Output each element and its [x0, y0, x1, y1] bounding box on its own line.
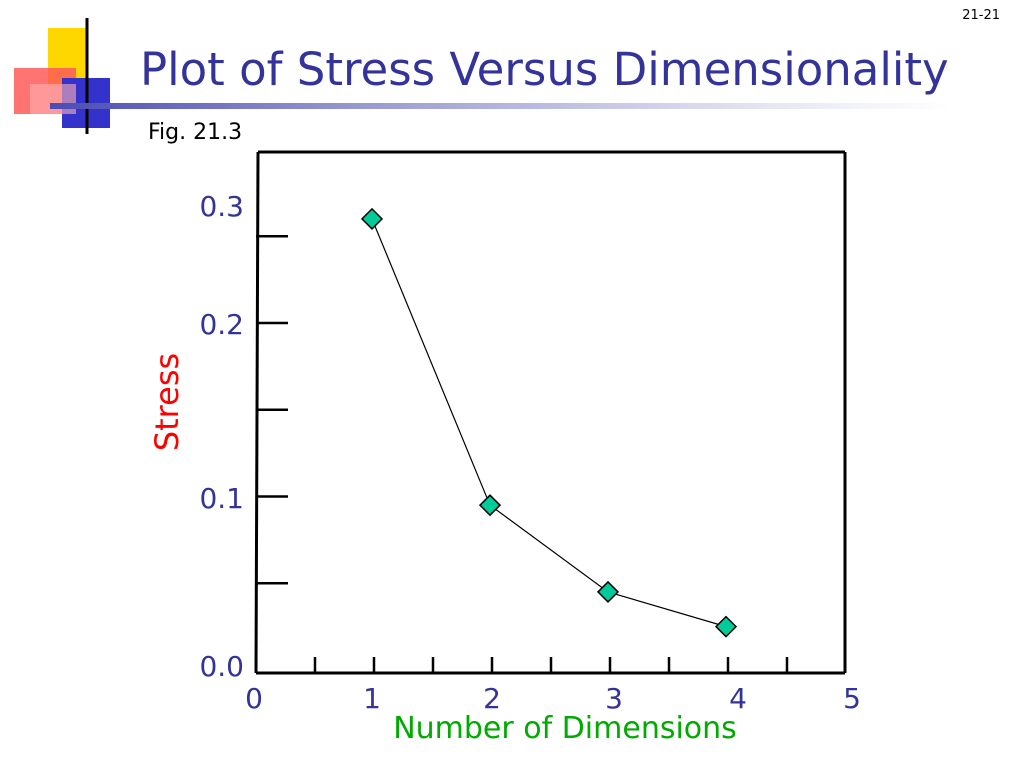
chart-series: [362, 209, 736, 637]
y-tick-label: 0.1: [199, 482, 244, 515]
chart-ticks: [256, 236, 787, 673]
x-axis-label: Number of Dimensions: [393, 711, 737, 746]
y-axis-line: [256, 152, 258, 673]
y-axis-label: Stress: [148, 353, 186, 451]
series-line: [372, 219, 726, 627]
data-point: [362, 209, 382, 229]
chart-axes: [256, 152, 845, 673]
x-tick-label: 0: [245, 682, 263, 715]
stress-chart: 0.00.10.20.30 1 2 3 4 5Number of DimensionsSt…: [0, 0, 1024, 768]
data-point: [480, 495, 500, 515]
y-tick-label: 0.2: [199, 308, 244, 341]
data-point: [598, 582, 618, 602]
x-tick-label: 5: [843, 682, 861, 715]
x-tick-label: 1: [363, 682, 381, 715]
y-tick-label: 0.0: [199, 650, 244, 683]
y-tick-label: 0.3: [199, 190, 244, 223]
data-point: [716, 617, 736, 637]
